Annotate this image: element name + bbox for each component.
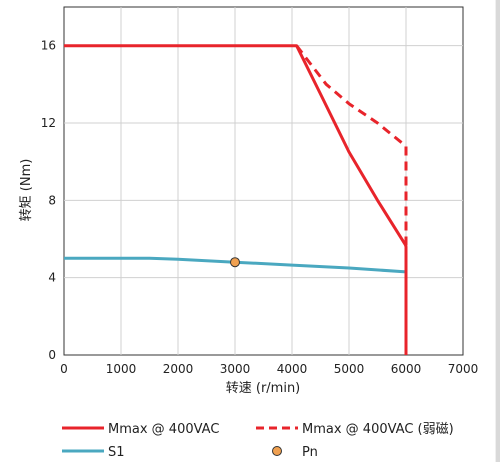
y-axis-title: 转矩 (Nm) (19, 159, 34, 222)
y-tick-label: 16 (41, 39, 56, 53)
series-line-0 (64, 44, 408, 355)
y-tick-label: 12 (41, 116, 56, 130)
x-tick-label: 2000 (163, 362, 194, 376)
x-tick-label: 7000 (448, 362, 479, 376)
x-tick-label: 5000 (334, 362, 365, 376)
x-tick-label: 1000 (106, 362, 137, 376)
window-edge-shadow (495, 0, 496, 462)
x-tick-label: 4000 (277, 362, 308, 376)
legend-swatch-3 (272, 446, 282, 456)
x-tick-label: 6000 (391, 362, 422, 376)
legend-label-0: Mmax @ 400VAC (108, 422, 219, 437)
legend-label-3: Pn (302, 445, 318, 460)
legend-label-2: S1 (108, 445, 125, 460)
x-axis-title: 转速 (r/min) (226, 381, 301, 396)
plot-area (63, 6, 464, 356)
series-layer (64, 44, 408, 355)
legend-label-1: Mmax @ 400VAC (弱磁) (302, 422, 454, 437)
y-tick-label: 8 (48, 193, 56, 207)
series-line-1 (295, 44, 408, 355)
tick-labels: 0 1000 2000 3000 4000 5000 6000 7000 0 4 8 12 16 (41, 39, 479, 376)
x-tick-label: 3000 (220, 362, 251, 376)
legend: Mmax @ 400VAC Mmax @ 400VAC (弱磁) S1 Pn (62, 422, 454, 460)
y-tick-label: 0 (48, 348, 56, 362)
data-point-0 (230, 257, 240, 268)
y-tick-label: 4 (48, 271, 56, 285)
window-edge (496, 0, 500, 462)
x-tick-label: 0 (60, 362, 68, 376)
